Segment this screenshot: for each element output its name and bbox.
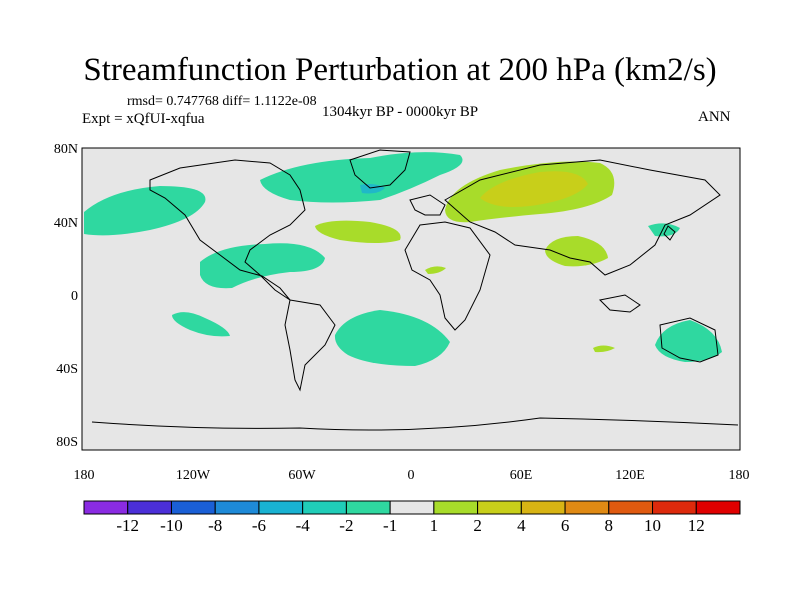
colorbar-box bbox=[433, 500, 479, 515]
lat-tick-label: 80S bbox=[56, 435, 78, 450]
anomaly-eurasia-core bbox=[480, 171, 588, 207]
colorbar-label: -4 bbox=[295, 516, 310, 535]
colorbar-box bbox=[83, 500, 129, 515]
anomaly-australia bbox=[655, 320, 722, 362]
lat-tick-label: 80N bbox=[53, 142, 78, 157]
anomaly-japan bbox=[648, 223, 680, 237]
colorbar-box bbox=[695, 500, 741, 515]
lon-tick-label: 180 bbox=[73, 468, 95, 483]
colorbar-label: -8 bbox=[208, 516, 223, 535]
rmsd-diff-stat: rmsd= 0.747768 diff= 1.1122e-08 bbox=[127, 94, 317, 109]
anomaly-north-africa bbox=[425, 266, 446, 274]
lat-tick-label: 40N bbox=[53, 216, 78, 231]
lon-tick-label: 0 bbox=[407, 468, 415, 483]
colorbar-box bbox=[608, 500, 654, 515]
colorbar-label: -10 bbox=[160, 516, 183, 535]
lon-tick-label: 120E bbox=[615, 468, 645, 483]
colorbar-label: 12 bbox=[687, 516, 705, 535]
colorbar-label: -6 bbox=[251, 516, 266, 535]
colorbar-label: 2 bbox=[473, 516, 482, 535]
experiment-label: Expt = xQfUI-xqfua bbox=[82, 111, 205, 127]
colorbar-label: 1 bbox=[429, 516, 439, 535]
colorbar-label: 8 bbox=[604, 516, 614, 535]
colorbar-box bbox=[520, 500, 566, 515]
colorbar-box bbox=[345, 500, 391, 515]
plot-title: Streamfunction Perturbation at 200 hPa (… bbox=[83, 52, 717, 88]
colorbar-box bbox=[564, 500, 610, 515]
colorbar-box bbox=[170, 500, 216, 515]
anomaly-south-atlantic bbox=[334, 310, 450, 366]
anomaly-subtropical-atlantic bbox=[315, 220, 401, 243]
season-label: ANN bbox=[698, 109, 731, 125]
colorbar-label: -1 bbox=[383, 516, 398, 535]
colorbar-label: -2 bbox=[339, 516, 354, 535]
colorbar-box bbox=[302, 500, 347, 515]
colorbar-label: 10 bbox=[644, 516, 662, 535]
lat-tick-label: 40S bbox=[56, 362, 78, 377]
lon-tick-label: 120W bbox=[175, 468, 211, 483]
colorbar-label: -12 bbox=[116, 516, 140, 535]
colorbar-box bbox=[127, 500, 172, 515]
lon-tick-label: 60W bbox=[288, 468, 316, 483]
colorbar-box bbox=[389, 500, 435, 515]
period-label: 1304kyr BP - 0000kyr BP bbox=[322, 104, 479, 120]
anomaly-gulf-caribbean bbox=[200, 243, 325, 289]
colorbar-box bbox=[214, 500, 260, 515]
colorbar-box bbox=[652, 500, 697, 515]
colorbar-box bbox=[477, 500, 522, 515]
anomaly-north-pacific bbox=[84, 186, 206, 236]
lon-tick-label: 180 bbox=[728, 468, 750, 483]
lat-tick-label: 0 bbox=[71, 289, 78, 304]
lon-tick-label: 60E bbox=[509, 468, 533, 483]
coastlines bbox=[91, 149, 739, 431]
colorbar-label: 6 bbox=[560, 516, 570, 535]
anomaly-north-atlantic bbox=[260, 152, 463, 203]
anomaly-se-pacific bbox=[172, 312, 230, 337]
colorbar-label: 4 bbox=[517, 516, 526, 535]
anomaly-tibet bbox=[545, 236, 608, 267]
colorbar-box bbox=[258, 500, 304, 515]
anomaly-indian-ocean bbox=[593, 345, 615, 353]
